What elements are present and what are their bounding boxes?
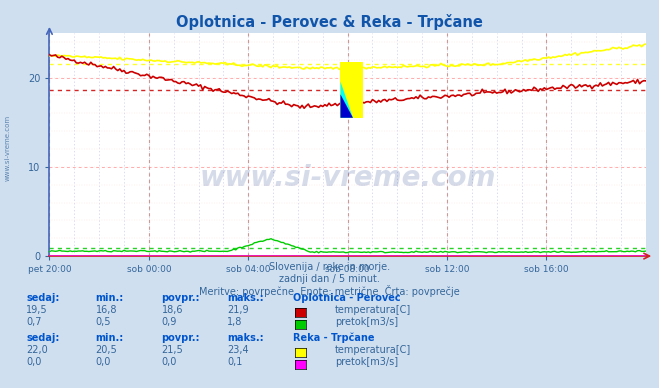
Bar [341, 62, 363, 118]
Text: zadnji dan / 5 minut.: zadnji dan / 5 minut. [279, 274, 380, 284]
Text: 0,0: 0,0 [96, 357, 111, 367]
Text: 22,0: 22,0 [26, 345, 48, 355]
Text: pretok[m3/s]: pretok[m3/s] [335, 317, 398, 327]
Text: 1,8: 1,8 [227, 317, 243, 327]
Text: 0,0: 0,0 [161, 357, 177, 367]
Text: 16,8: 16,8 [96, 305, 117, 315]
Text: 23,4: 23,4 [227, 345, 249, 355]
Text: www.si-vreme.com: www.si-vreme.com [5, 114, 11, 180]
Text: maks.:: maks.: [227, 293, 264, 303]
Text: Reka - Trpčane: Reka - Trpčane [293, 332, 375, 343]
Text: maks.:: maks.: [227, 333, 264, 343]
Text: 20,5: 20,5 [96, 345, 117, 355]
Text: 19,5: 19,5 [26, 305, 48, 315]
Text: 21,5: 21,5 [161, 345, 183, 355]
Text: min.:: min.: [96, 293, 124, 303]
Text: Oplotnica - Perovec: Oplotnica - Perovec [293, 293, 401, 303]
Text: temperatura[C]: temperatura[C] [335, 305, 411, 315]
Text: 21,9: 21,9 [227, 305, 249, 315]
Polygon shape [341, 81, 353, 118]
Polygon shape [341, 94, 353, 118]
Text: 0,5: 0,5 [96, 317, 111, 327]
Text: min.:: min.: [96, 333, 124, 343]
Text: 0,9: 0,9 [161, 317, 177, 327]
Text: Meritve: povrpečne  Enote: metrične  Črta: povprečje: Meritve: povrpečne Enote: metrične Črta:… [199, 285, 460, 297]
Text: povpr.:: povpr.: [161, 293, 200, 303]
Text: sedaj:: sedaj: [26, 293, 60, 303]
Text: temperatura[C]: temperatura[C] [335, 345, 411, 355]
Text: Slovenija / reke in morje.: Slovenija / reke in morje. [269, 262, 390, 272]
Text: 0,0: 0,0 [26, 357, 42, 367]
Text: www.si-vreme.com: www.si-vreme.com [200, 164, 496, 192]
Text: povpr.:: povpr.: [161, 333, 200, 343]
Text: Oplotnica - Perovec & Reka - Trpčane: Oplotnica - Perovec & Reka - Trpčane [176, 14, 483, 29]
Text: sedaj:: sedaj: [26, 333, 60, 343]
Text: 18,6: 18,6 [161, 305, 183, 315]
Text: 0,1: 0,1 [227, 357, 243, 367]
Text: pretok[m3/s]: pretok[m3/s] [335, 357, 398, 367]
Text: 0,7: 0,7 [26, 317, 42, 327]
